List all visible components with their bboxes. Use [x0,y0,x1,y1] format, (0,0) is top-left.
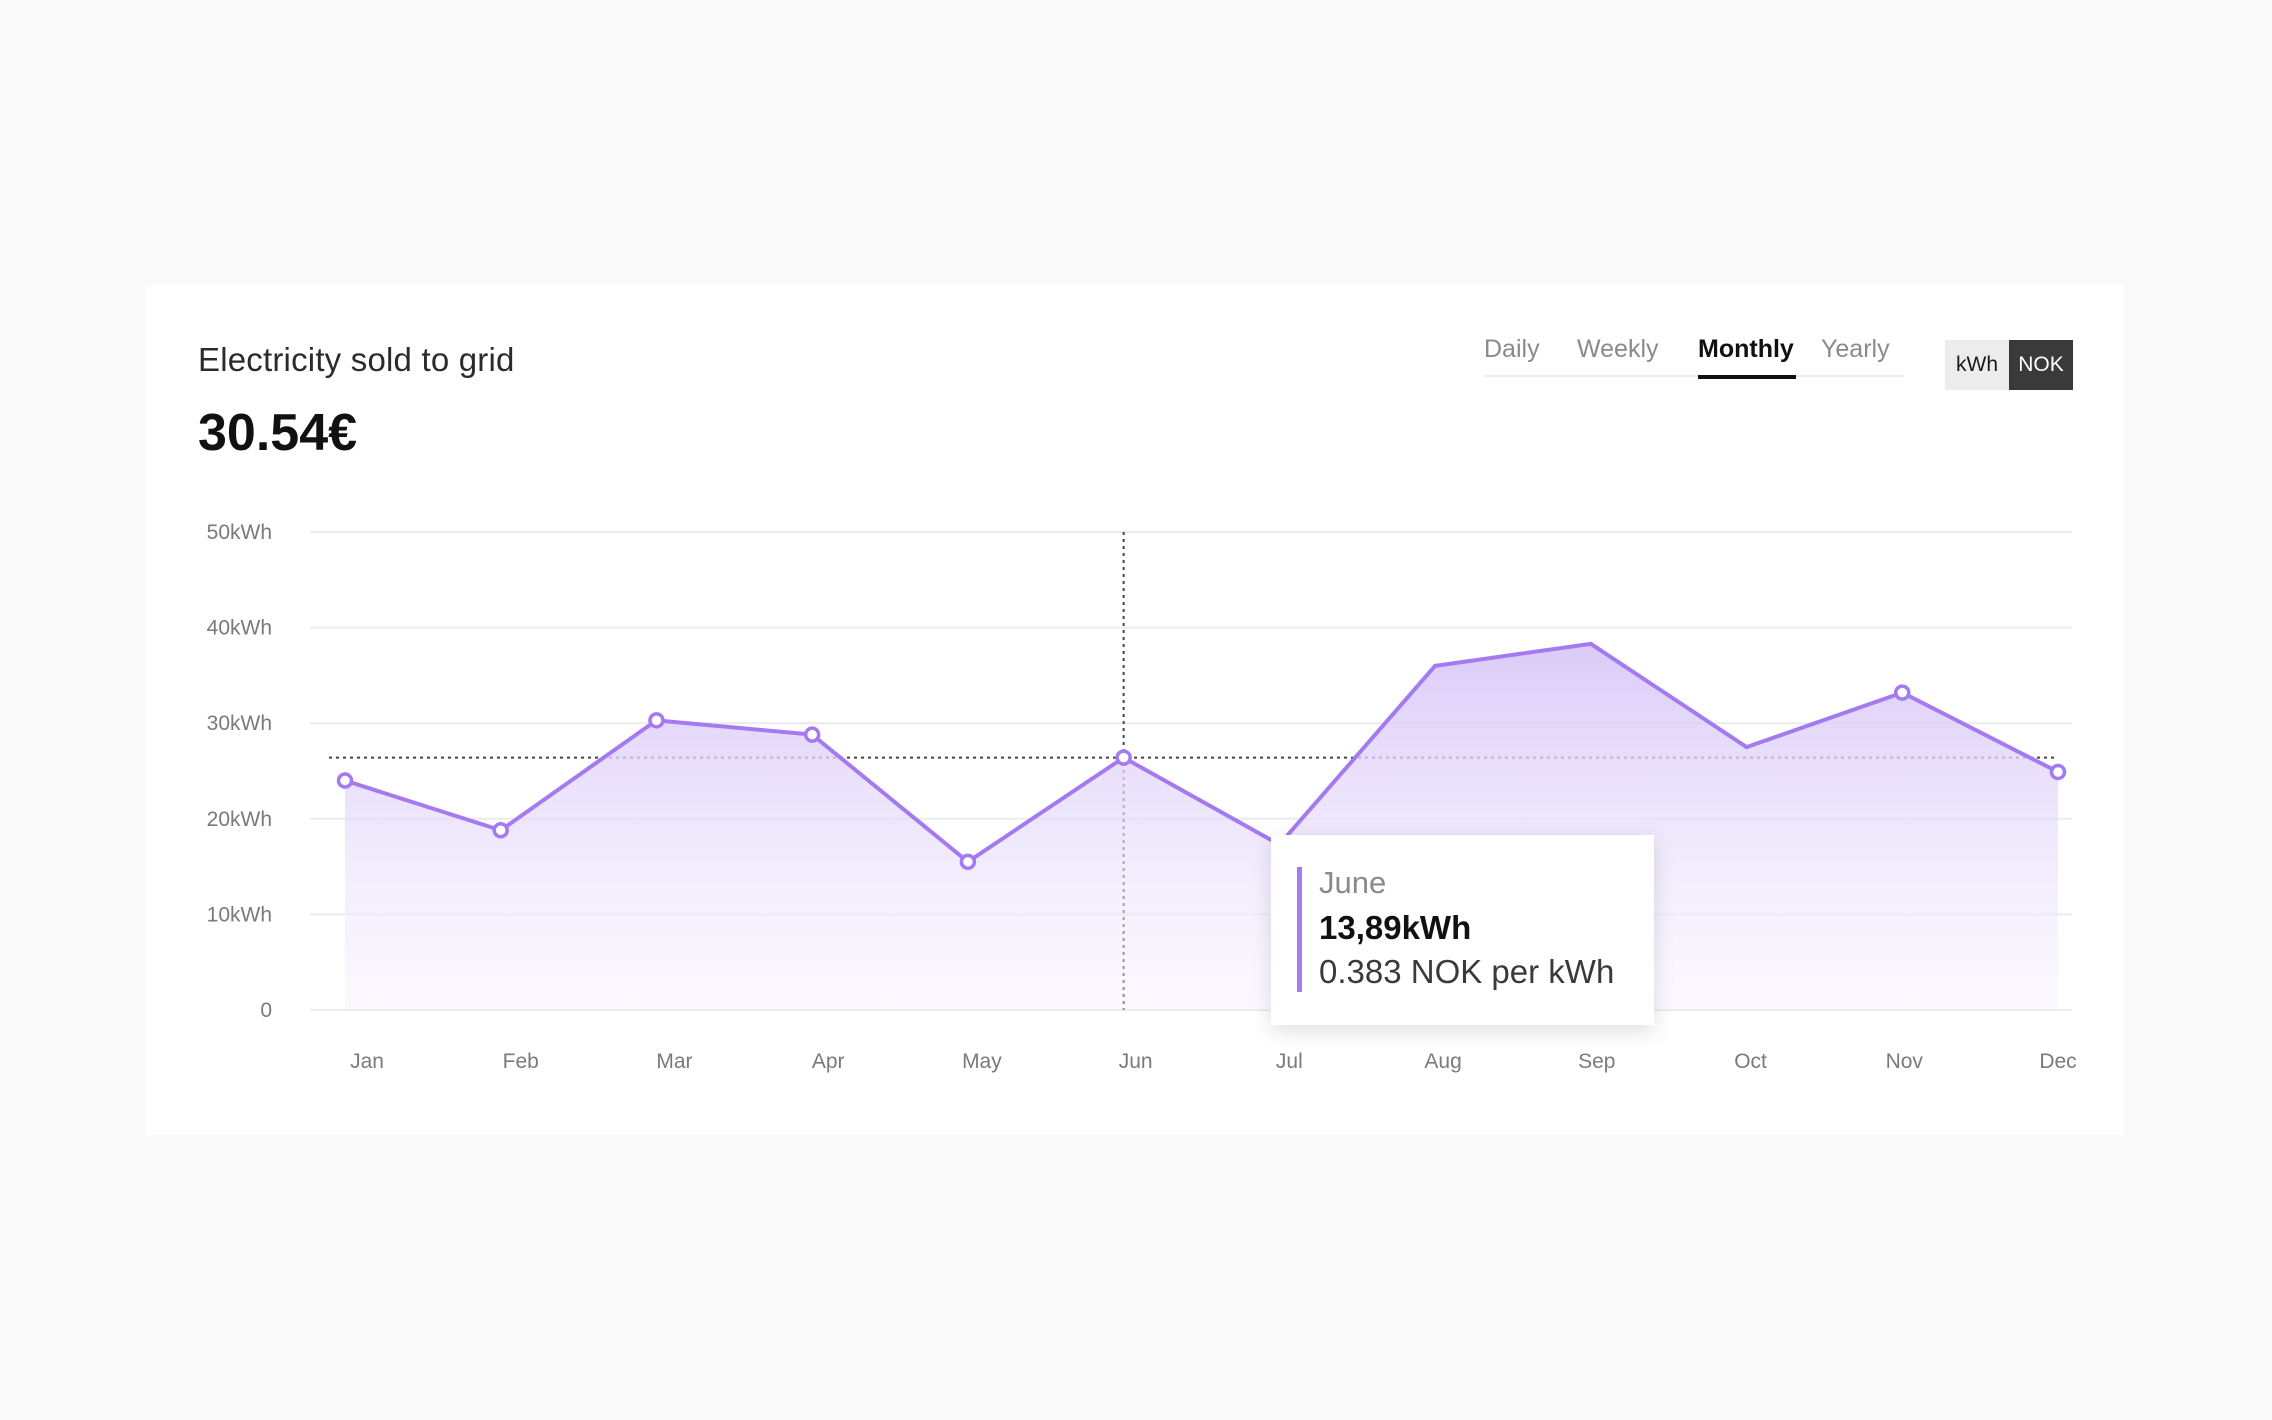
tab-daily[interactable]: Daily [1484,335,1540,363]
x-tick-label: Nov [1886,1050,1924,1073]
series-line-segment [1588,641,1749,750]
y-tick-label: 20kWh [207,808,272,831]
total-amount: 30.54€ [198,404,358,462]
y-tick-label: 30kWh [207,712,272,735]
x-tick-label: Dec [2039,1050,2076,1073]
data-point-marker [492,822,509,839]
y-tick-label: 50kWh [207,521,272,544]
tooltip-accent-bar [1297,867,1302,992]
tab-monthly[interactable]: Monthly [1698,335,1794,363]
tab-weekly[interactable]: Weekly [1577,335,1659,363]
chart-card: 0 10kWh 20kWh 30kWh 40kWh 50kWh Jan Feb Mar Apr Ma… [146,285,2124,1135]
series-line-segment [654,718,815,737]
unit-nok-button[interactable]: NOK [2009,340,2073,390]
series-line-segment [1744,690,1905,750]
series-line-segment [810,732,970,864]
x-tick-label: May [962,1050,1002,1073]
chart-tooltip: June 13,89kWh 0.383 NOK per kWh [1271,835,1654,1025]
chart-area: 0 10kWh 20kWh 30kWh 40kWh 50kWh Jan Feb Mar Apr Ma… [207,521,2077,1073]
y-tick-label: 0 [260,999,272,1022]
data-point-marker [2049,763,2067,781]
x-tick-label: Oct [1734,1050,1767,1073]
tooltip-value: 13,89kWh [1319,909,1472,946]
series-line-segment [1121,755,1282,847]
x-tick-label: Mar [656,1050,692,1073]
x-tick-label: Jul [1276,1050,1303,1073]
data-point-marker [959,853,977,871]
x-tick-label: Jun [1119,1050,1153,1073]
series-line-segment [498,718,659,833]
chart-title: Electricity sold to grid [198,341,515,378]
series-line-segment [1433,641,1593,668]
series-line-segment [965,755,1126,864]
series-line-segment [343,778,503,833]
active-tab-indicator [1698,375,1796,379]
x-tick-label: Jan [350,1050,384,1073]
data-point-marker [1115,749,1132,766]
tooltip-month: June [1319,865,1387,900]
series-area [345,643,2058,1010]
x-tick-label: Aug [1424,1050,1461,1073]
series-line-segment [1277,663,1438,847]
unit-kwh-button[interactable]: kWh [1945,340,2009,390]
data-point-marker [336,772,354,789]
period-tabs: Daily Weekly Monthly Yearly [1484,335,1904,379]
data-point-marker [648,712,665,729]
y-tick-label: 10kWh [207,903,272,926]
tab-yearly[interactable]: Yearly [1821,335,1890,363]
data-point-marker [1894,684,1911,701]
y-tick-label: 40kWh [207,617,272,640]
series-line-segment [1900,690,2060,774]
x-tick-label: Apr [812,1050,845,1073]
unit-toggle: kWh NOK [1945,340,2073,390]
tooltip-price: 0.383 NOK per kWh [1319,953,1615,990]
x-tick-label: Feb [503,1050,539,1073]
x-tick-label: Sep [1578,1050,1615,1073]
data-point-marker [803,726,821,743]
